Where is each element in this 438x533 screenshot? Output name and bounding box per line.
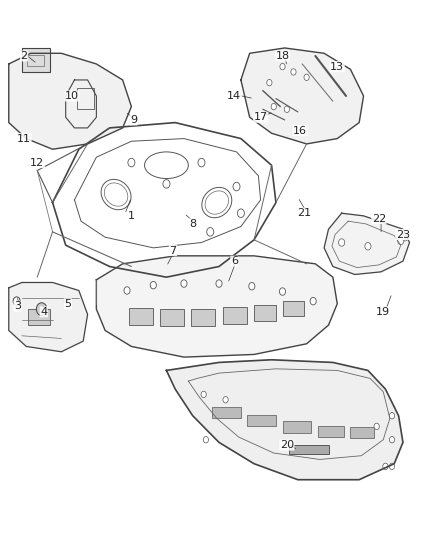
- Text: 22: 22: [372, 214, 386, 223]
- Polygon shape: [324, 213, 410, 274]
- Circle shape: [280, 63, 285, 70]
- Circle shape: [237, 209, 244, 217]
- Bar: [247, 415, 276, 426]
- Circle shape: [271, 103, 276, 110]
- Bar: [223, 307, 247, 324]
- Text: 5: 5: [64, 299, 71, 309]
- Polygon shape: [166, 360, 403, 480]
- Circle shape: [207, 228, 214, 236]
- Bar: [160, 309, 184, 326]
- Circle shape: [181, 280, 187, 287]
- Bar: [350, 427, 374, 438]
- Text: 19: 19: [376, 307, 390, 317]
- Text: 1: 1: [128, 211, 135, 221]
- Text: 20: 20: [280, 440, 294, 450]
- Circle shape: [374, 423, 379, 430]
- Circle shape: [365, 243, 371, 250]
- Circle shape: [284, 106, 290, 112]
- Circle shape: [249, 282, 255, 290]
- Circle shape: [402, 233, 408, 241]
- Bar: [254, 305, 276, 321]
- Text: 11: 11: [17, 134, 31, 143]
- Bar: [283, 301, 304, 316]
- Circle shape: [203, 437, 208, 443]
- Text: 13: 13: [330, 62, 344, 71]
- Polygon shape: [9, 282, 88, 352]
- Circle shape: [389, 437, 395, 443]
- Circle shape: [389, 463, 395, 470]
- Circle shape: [201, 391, 206, 398]
- Circle shape: [233, 182, 240, 191]
- Bar: [212, 407, 241, 418]
- Circle shape: [310, 297, 316, 305]
- Text: 9: 9: [130, 115, 137, 125]
- FancyBboxPatch shape: [22, 48, 50, 72]
- Circle shape: [128, 158, 135, 167]
- Text: 2: 2: [21, 51, 28, 61]
- Circle shape: [389, 413, 395, 419]
- Bar: [191, 309, 215, 326]
- Circle shape: [150, 281, 156, 289]
- Circle shape: [291, 69, 296, 75]
- Circle shape: [339, 239, 345, 246]
- Text: 7: 7: [170, 246, 177, 255]
- Circle shape: [304, 74, 309, 80]
- Text: 12: 12: [30, 158, 44, 167]
- Bar: [318, 426, 344, 437]
- Circle shape: [163, 180, 170, 188]
- Text: 10: 10: [65, 91, 79, 101]
- Bar: [77, 88, 94, 109]
- Text: 17: 17: [254, 112, 268, 122]
- Bar: [129, 308, 153, 325]
- Text: 21: 21: [297, 208, 311, 218]
- Polygon shape: [96, 256, 337, 357]
- Circle shape: [36, 303, 47, 316]
- Circle shape: [124, 287, 130, 294]
- Bar: [289, 445, 328, 454]
- Circle shape: [216, 280, 222, 287]
- Bar: [27, 55, 44, 66]
- Text: 4: 4: [40, 307, 47, 317]
- Circle shape: [198, 158, 205, 167]
- Circle shape: [279, 288, 286, 295]
- Circle shape: [267, 79, 272, 86]
- Circle shape: [398, 237, 404, 245]
- Text: 8: 8: [189, 219, 196, 229]
- Bar: [283, 421, 311, 433]
- Polygon shape: [241, 48, 364, 144]
- Circle shape: [223, 397, 228, 403]
- Bar: [28, 309, 50, 325]
- Text: 23: 23: [396, 230, 410, 239]
- Circle shape: [13, 297, 20, 305]
- Circle shape: [383, 463, 388, 470]
- Text: 18: 18: [276, 51, 290, 61]
- Text: 16: 16: [293, 126, 307, 135]
- Text: 14: 14: [227, 91, 241, 101]
- Text: 3: 3: [14, 302, 21, 311]
- Polygon shape: [9, 53, 131, 149]
- Text: 6: 6: [231, 256, 238, 266]
